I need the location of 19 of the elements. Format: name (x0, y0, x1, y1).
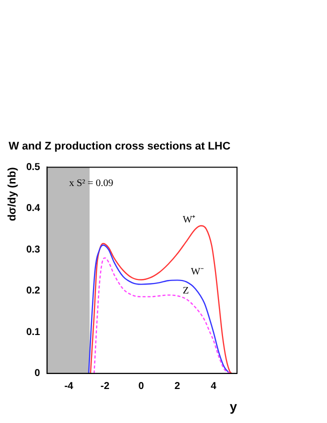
x-tick-label: 0 (138, 381, 144, 392)
x-tick-label: -4 (64, 381, 74, 392)
y-tick-label: 0.4 (26, 203, 41, 214)
series-label: W⁻ (190, 266, 204, 278)
x-tick-label: 2 (174, 381, 181, 392)
x-tick-label: -2 (100, 381, 110, 392)
y-tick-label: 0 (34, 368, 41, 380)
series-label: W⁺ (182, 214, 196, 226)
x-tick-label: 4 (210, 381, 217, 392)
series-label: Z (182, 286, 189, 297)
y-tick-label: 0.3 (26, 244, 41, 256)
y-tick-label: 0.1 (26, 326, 41, 338)
chart-title: W and Z production cross sections at LHC (8, 140, 230, 153)
line-series (90, 225, 232, 374)
annotation: x S² = 0.09 (69, 178, 114, 189)
y-tick-label: 0.5 (26, 162, 41, 173)
y-tick-label: 0.2 (26, 286, 41, 297)
x-axis-title: y (230, 398, 238, 414)
y-axis-title: dσ/dy (nb) (6, 166, 19, 222)
